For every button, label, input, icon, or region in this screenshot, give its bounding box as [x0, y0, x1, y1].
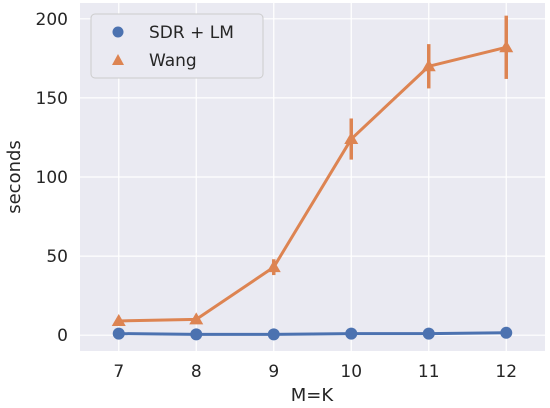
x-tick-label: 12 — [495, 362, 517, 382]
legend-label-wang: Wang — [149, 51, 197, 71]
y-tick-label: 0 — [57, 326, 68, 346]
series-line-sdr-lm — [118, 331, 507, 336]
data-point-triangle — [189, 312, 204, 325]
data-point-triangle — [111, 313, 126, 326]
data-point-circle — [345, 327, 358, 340]
x-axis-label: M=K — [291, 385, 335, 406]
legend-marker-sdr-lm — [112, 26, 124, 38]
x-tick-label: 7 — [113, 362, 124, 382]
x-tick-labels: 7 8 9 10 11 12 — [113, 362, 517, 382]
y-tick-labels: 0 50 100 150 200 — [36, 10, 68, 346]
data-point-circle — [500, 326, 513, 339]
data-point-circle — [112, 327, 125, 340]
legend-box — [90, 13, 264, 79]
legend-label-sdr-lm: SDR + LM — [149, 23, 234, 43]
data-point-triangle — [266, 260, 281, 273]
y-axis-label: seconds — [4, 140, 25, 214]
y-tick-label: 200 — [36, 10, 68, 30]
grid-lines — [80, 3, 545, 351]
data-point-circle — [422, 327, 435, 340]
series-sdr-lm — [112, 326, 513, 341]
data-point-circle — [190, 328, 203, 341]
series-line-wang — [118, 45, 507, 323]
data-point-triangle — [421, 59, 436, 72]
data-point-triangle — [344, 132, 359, 145]
series-wang — [111, 15, 514, 326]
x-tick-label: 11 — [418, 362, 440, 382]
legend: SDR + LM Wang — [90, 13, 264, 79]
series-group — [111, 15, 514, 341]
y-tick-label: 50 — [46, 247, 68, 267]
x-tick-label: 8 — [191, 362, 202, 382]
x-tick-label: 9 — [268, 362, 279, 382]
x-tick-label: 10 — [340, 362, 362, 382]
y-tick-label: 100 — [36, 168, 68, 188]
data-point-circle — [267, 328, 280, 341]
data-point-triangle — [499, 40, 514, 53]
y-tick-label: 150 — [36, 89, 68, 109]
legend-marker-wang — [112, 54, 124, 65]
